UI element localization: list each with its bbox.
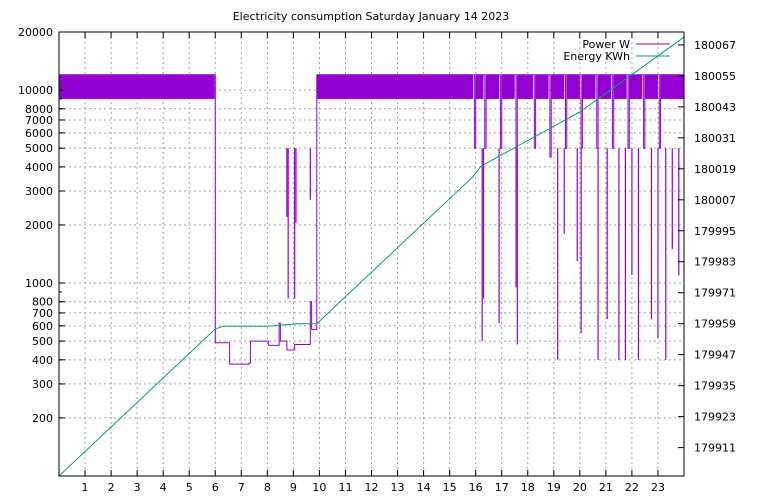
- x-tick-label: 18: [521, 481, 535, 494]
- x-tick-label: 20: [573, 481, 587, 494]
- y-left-tick-label: 5000: [25, 142, 53, 155]
- x-tick-label: 9: [290, 481, 297, 494]
- x-tick-label: 21: [599, 481, 613, 494]
- axes: 1 2 3 4 5 6 7 8 9 10 11 12 13 14 15 16 17 18 19 20 21 22 23200…: [18, 26, 736, 494]
- y-left-tick-label: 800: [32, 296, 53, 309]
- power-series-line: [59, 74, 684, 365]
- energy-series-line: [59, 36, 684, 476]
- y-right-tick-label: 179911: [694, 442, 736, 455]
- power-band: [582, 74, 596, 99]
- y-left-tick-label: 3000: [25, 185, 53, 198]
- y-left-tick-label: 20000: [18, 26, 53, 39]
- y-left-tick-label: 8000: [25, 103, 53, 116]
- y-left-tick-label: 1000: [25, 277, 53, 290]
- power-band: [501, 74, 515, 99]
- y-right-tick-label: 180007: [694, 194, 736, 207]
- x-tick-label: 2: [108, 481, 115, 494]
- y-right-tick-label: 179935: [694, 380, 736, 393]
- legend-label: Energy KWh: [563, 50, 630, 63]
- power-band: [660, 74, 684, 99]
- x-tick-label: 22: [625, 481, 639, 494]
- y-right-tick-label: 180067: [694, 39, 736, 52]
- x-tick-label: 3: [134, 481, 141, 494]
- y-left-tick-label: 300: [32, 378, 53, 391]
- x-tick-label: 8: [264, 481, 271, 494]
- x-tick-label: 19: [547, 481, 561, 494]
- series-layer: [59, 36, 684, 476]
- y-right-tick-label: 180055: [694, 70, 736, 83]
- x-tick-label: 13: [391, 481, 405, 494]
- grid: [59, 32, 684, 476]
- y-right-tick-label: 179983: [694, 256, 736, 269]
- y-right-tick-label: 179959: [694, 318, 736, 331]
- x-tick-label: 4: [160, 481, 167, 494]
- y-right-tick-label: 179923: [694, 411, 736, 424]
- x-tick-label: 23: [651, 481, 665, 494]
- power-band: [517, 74, 533, 99]
- chart-title: Electricity consumption Saturday January…: [233, 10, 510, 23]
- x-tick-label: 16: [469, 481, 483, 494]
- y-left-tick-label: 200: [32, 412, 53, 425]
- power-band: [598, 74, 612, 99]
- x-tick-label: 15: [443, 481, 457, 494]
- power-band: [59, 74, 215, 99]
- power-band: [486, 74, 500, 99]
- y-right-tick-label: 180031: [694, 132, 736, 145]
- power-band: [566, 74, 580, 99]
- x-tick-label: 11: [338, 481, 352, 494]
- power-band: [629, 74, 643, 99]
- y-right-tick-label: 180019: [694, 163, 736, 176]
- power-band: [535, 74, 549, 99]
- x-tick-label: 6: [212, 481, 219, 494]
- y-left-tick-label: 6000: [25, 127, 53, 140]
- x-tick-label: 1: [82, 481, 89, 494]
- y-left-tick-label: 700: [32, 307, 53, 320]
- y-left-tick-label: 7000: [25, 114, 53, 127]
- x-tick-label: 7: [238, 481, 245, 494]
- legend-label: Power W: [582, 38, 630, 51]
- x-tick-label: 14: [417, 481, 431, 494]
- power-band: [551, 74, 565, 99]
- x-tick-label: 10: [312, 481, 326, 494]
- x-tick-label: 5: [186, 481, 193, 494]
- y-left-tick-label: 500: [32, 335, 53, 348]
- x-tick-label: 12: [365, 481, 379, 494]
- y-left-tick-label: 10000: [18, 84, 53, 97]
- y-right-tick-label: 179971: [694, 287, 736, 300]
- y-left-tick-label: 600: [32, 320, 53, 333]
- x-tick-label: 17: [495, 481, 509, 494]
- y-left-tick-label: 4000: [25, 161, 53, 174]
- plot-frame: [58, 31, 685, 477]
- power-band: [475, 74, 484, 99]
- power-band: [316, 74, 474, 99]
- y-left-tick-label: 2000: [25, 219, 53, 232]
- power-band: [644, 74, 658, 99]
- y-right-tick-label: 179947: [694, 349, 736, 362]
- y-left-tick-label: 400: [32, 354, 53, 367]
- y-right-tick-label: 179995: [694, 225, 736, 238]
- y-right-tick-label: 180043: [694, 101, 736, 114]
